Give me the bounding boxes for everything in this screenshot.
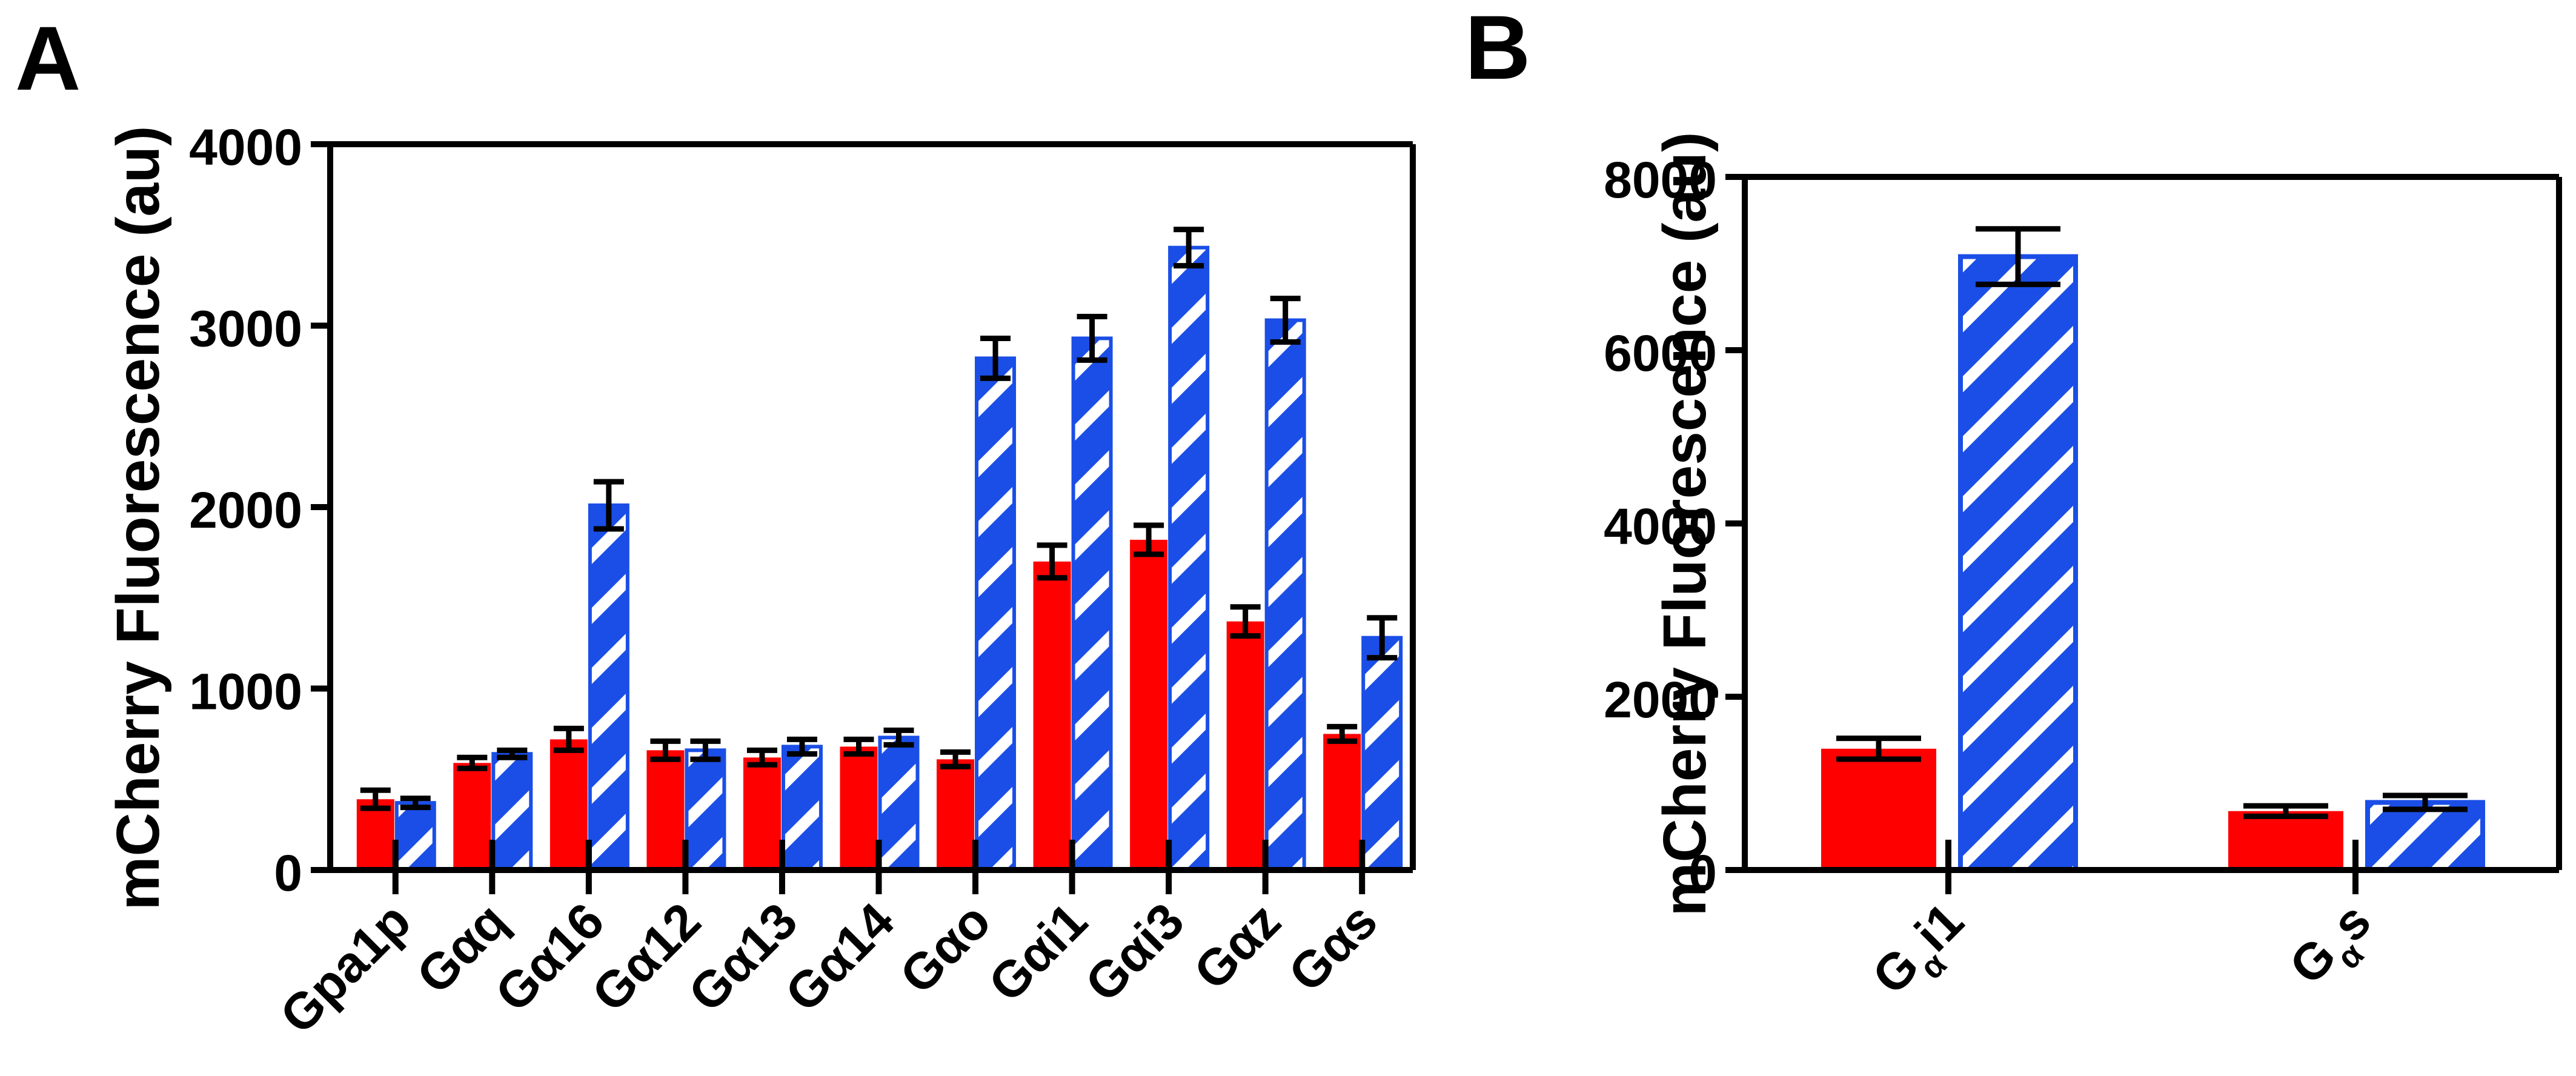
control-bar — [840, 746, 878, 870]
control-bar — [549, 739, 588, 870]
y-tick-label: 2000 — [1604, 671, 1717, 728]
control-bar — [453, 763, 491, 870]
treated-bar — [1168, 245, 1210, 872]
treated-bar — [975, 356, 1017, 872]
treated-bar — [781, 745, 823, 872]
treated-bar — [1071, 336, 1113, 872]
control-bar — [2228, 811, 2343, 870]
treated-bar — [588, 503, 629, 872]
chart-b: mCherry Fluorescence (au) Gαi1 Gαs 0 2000 40… — [1604, 132, 2562, 1014]
x-tick-label: Gpa1p — [269, 892, 421, 1044]
y-tick-label: 2000 — [189, 482, 302, 539]
y-tick-label: 0 — [1688, 845, 1717, 902]
control-bar — [743, 757, 781, 870]
y-tick-label: 4000 — [189, 119, 302, 176]
x-tick-label: Gα14 — [774, 892, 905, 1022]
treated-bar — [878, 736, 920, 872]
chart-a: mCherry Fluorescence (au) Gpa1pGαqGα16Gα… — [104, 119, 1416, 1044]
treated-bar — [685, 748, 726, 872]
x-tick-label: Gαs — [2279, 892, 2391, 1004]
control-bar — [1226, 621, 1264, 870]
x-tick-label: Gα16 — [484, 892, 614, 1022]
control-bar — [1821, 748, 1936, 870]
control-bar — [1130, 539, 1168, 870]
control-bar — [937, 759, 975, 870]
panel-label-b: B — [1465, 0, 1530, 98]
control-bar — [1323, 734, 1361, 870]
y-tick-label: 4000 — [1604, 498, 1717, 555]
y-tick-label: 6000 — [1604, 325, 1717, 382]
treated-bar — [1264, 318, 1306, 872]
x-tick-label: Gα12 — [581, 892, 711, 1022]
treated-bar — [1958, 254, 2078, 872]
y-tick-label: 0 — [274, 845, 302, 902]
x-tick-label: Gαi1 — [1861, 892, 1983, 1014]
treated-bar — [491, 752, 533, 872]
y-tick-label: 8000 — [1604, 151, 1717, 208]
panel-label-a: A — [15, 7, 81, 109]
y-axis-label: mCherry Fluorescence (au) — [104, 126, 172, 911]
x-tick-label: Gαi3 — [1074, 892, 1195, 1012]
x-tick-label: Gαo — [889, 892, 1001, 1004]
control-bar — [646, 750, 685, 870]
x-tick-label: Gαi1 — [978, 892, 1098, 1012]
x-tick-label: Gαs — [1278, 892, 1388, 1002]
treated-bar — [1361, 636, 1403, 872]
x-tick-label: Gαz — [1183, 892, 1292, 1000]
treated-bar — [394, 801, 436, 872]
y-tick-label: 3000 — [189, 301, 302, 357]
control-bar — [1033, 561, 1071, 870]
treated-bar — [2365, 800, 2485, 872]
y-tick-label: 1000 — [189, 663, 302, 720]
x-tick-label: Gα13 — [677, 892, 808, 1022]
y-axis-label: mCherry Fluorescence (au) — [1651, 132, 1719, 917]
